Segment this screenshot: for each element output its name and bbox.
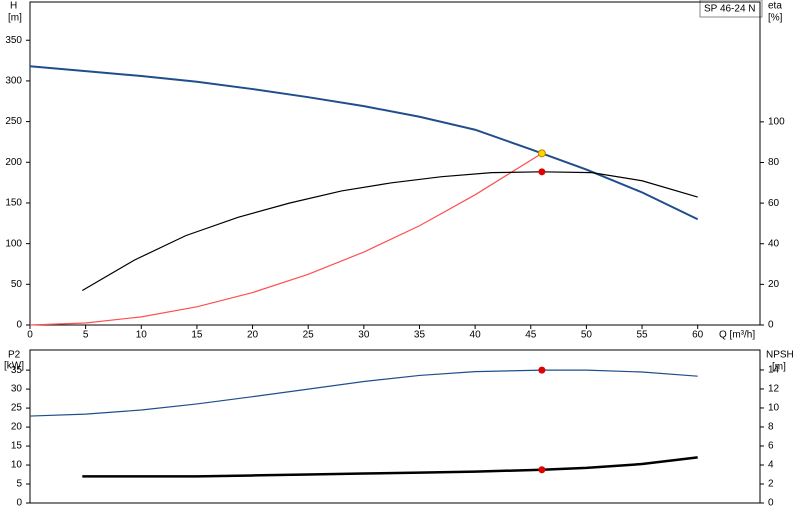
x-tick-label: 5 bbox=[83, 330, 89, 341]
operating-point bbox=[537, 149, 546, 158]
y2-tick-label: 12 bbox=[768, 384, 780, 395]
y-axis-label: H bbox=[10, 1, 17, 12]
y2-tick-label: 4 bbox=[768, 460, 774, 471]
y-axis-unit: [kW] bbox=[4, 361, 24, 372]
y2-tick-label: 14 bbox=[768, 365, 780, 376]
x-tick-label: 10 bbox=[136, 330, 148, 341]
y-tick-label: 20 bbox=[11, 422, 23, 433]
y-tick-label: 0 bbox=[16, 320, 22, 331]
y2-tick-label: 0 bbox=[768, 320, 774, 331]
y-tick-label: 350 bbox=[5, 35, 22, 46]
plot-frame bbox=[29, 1, 761, 326]
y-tick-label: 200 bbox=[5, 157, 22, 168]
curve bbox=[29, 152, 543, 326]
y2-tick-label: 60 bbox=[768, 198, 780, 209]
operating-point bbox=[538, 168, 546, 176]
y-tick-label: 50 bbox=[11, 279, 23, 290]
y2-tick-label: 100 bbox=[768, 116, 785, 127]
y-tick-label: 30 bbox=[11, 384, 23, 395]
x-tick-label: 60 bbox=[692, 330, 704, 341]
x-tick-label: 25 bbox=[303, 330, 315, 341]
operating-point bbox=[538, 366, 546, 374]
y2-tick-label: 40 bbox=[768, 238, 780, 249]
y2-tick-label: 2 bbox=[768, 479, 774, 490]
x-tick-label: 15 bbox=[191, 330, 203, 341]
y-axis-label: P2 bbox=[8, 350, 21, 361]
x-tick-label: 50 bbox=[581, 330, 593, 341]
y2-tick-label: 6 bbox=[768, 441, 774, 452]
y2-tick-label: 20 bbox=[768, 279, 780, 290]
y-axis-unit: [m] bbox=[8, 13, 22, 24]
curve bbox=[82, 456, 698, 478]
y2-axis-unit: [m] bbox=[772, 362, 786, 373]
chart-title: SP 46-24 N bbox=[704, 4, 756, 15]
y-tick-label: 300 bbox=[5, 76, 22, 87]
y-tick-label: 250 bbox=[5, 116, 22, 127]
y2-axis-label: eta bbox=[768, 1, 782, 12]
y-tick-label: 0 bbox=[16, 498, 22, 509]
y2-tick-label: 80 bbox=[768, 157, 780, 168]
x-tick-label: 35 bbox=[414, 330, 426, 341]
operating-point bbox=[538, 466, 546, 474]
y-tick-label: 25 bbox=[11, 403, 23, 414]
y2-axis-label: NPSH bbox=[766, 350, 794, 361]
y-tick-label: 15 bbox=[11, 441, 23, 452]
y2-tick-label: 10 bbox=[768, 403, 780, 414]
x-tick-label: 45 bbox=[525, 330, 537, 341]
y-tick-label: 100 bbox=[5, 238, 22, 249]
y-tick-label: 10 bbox=[11, 460, 23, 471]
y-tick-label: 150 bbox=[5, 198, 22, 209]
x-tick-label: 30 bbox=[358, 330, 370, 341]
y2-tick-label: 0 bbox=[768, 498, 774, 509]
y2-axis-unit: [%] bbox=[768, 13, 783, 24]
y-tick-label: 35 bbox=[11, 365, 23, 376]
x-tick-label: 55 bbox=[636, 330, 648, 341]
title-box bbox=[699, 0, 763, 18]
curve bbox=[29, 369, 698, 417]
x-tick-label: 0 bbox=[27, 330, 33, 341]
y-tick-label: 5 bbox=[16, 479, 22, 490]
x-tick-label: 40 bbox=[470, 330, 482, 341]
y2-tick-label: 8 bbox=[768, 422, 774, 433]
x-axis-label: Q [m³/h] bbox=[719, 330, 755, 341]
curve bbox=[81, 171, 698, 291]
x-tick-label: 20 bbox=[247, 330, 259, 341]
curve bbox=[29, 65, 699, 221]
